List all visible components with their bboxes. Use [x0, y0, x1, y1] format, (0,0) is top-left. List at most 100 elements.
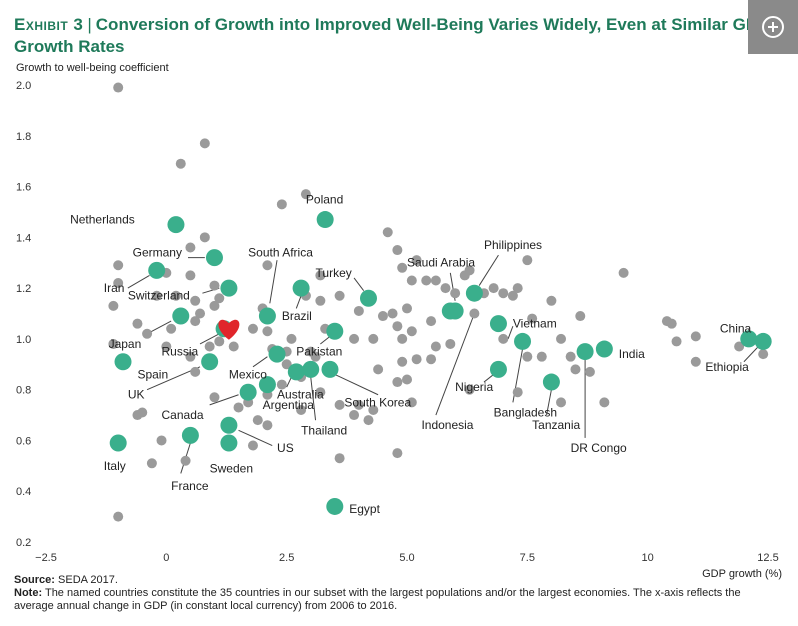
named-point-ethiopia [754, 332, 772, 350]
y-tick-label: 0.8 [16, 385, 31, 397]
country-point [368, 404, 379, 415]
country-point [300, 189, 311, 200]
country-point [353, 399, 364, 410]
leader-line [334, 373, 379, 396]
label-australia: Australia [277, 388, 324, 402]
country-point [469, 308, 480, 319]
country-point [199, 138, 210, 149]
footer: Source: SEDA 2017. Note: The named count… [14, 574, 774, 613]
country-point [426, 316, 437, 327]
country-point [440, 283, 451, 294]
x-tick-label: 7.5 [520, 552, 535, 564]
country-point [382, 227, 393, 238]
label-turkey: Turkey [316, 266, 352, 280]
label-mexico: Mexico [229, 367, 267, 381]
country-point [349, 410, 360, 421]
y-tick-label: 1.2 [16, 283, 31, 295]
country-point [565, 351, 576, 362]
label-philippines: Philippines [484, 238, 542, 252]
country-point [445, 338, 456, 349]
country-point [599, 397, 610, 408]
label-sweden: Sweden [210, 461, 253, 475]
label-bangladesh: Bangladesh [494, 406, 557, 420]
country-point [387, 308, 398, 319]
country-point [108, 300, 119, 311]
note-text: The named countries constitute the 35 co… [14, 587, 741, 612]
label-saudi-arabia: Saudi Arabia [407, 256, 475, 270]
country-point [252, 415, 263, 426]
named-point-turkey [359, 289, 377, 307]
title-line-1: Exhibit 3 | Conversion of Growth into Impr… [14, 14, 754, 36]
country-point [334, 453, 345, 464]
country-point [512, 387, 523, 398]
country-point [190, 366, 201, 377]
country-point [161, 341, 172, 352]
y-axis-label: Growth to well-being coefficient [16, 62, 169, 74]
country-point [296, 404, 307, 415]
label-italy: Italy [104, 459, 126, 473]
named-point-mexico [268, 345, 286, 363]
country-point [758, 349, 769, 360]
leader-line [507, 326, 514, 340]
country-point [464, 265, 475, 276]
country-point [498, 288, 509, 299]
named-point-egypt [326, 497, 344, 515]
country-point [262, 260, 273, 271]
country-point [464, 384, 475, 395]
country-point [199, 232, 210, 243]
country-point [132, 410, 143, 421]
country-point [175, 158, 186, 169]
label-dr-congo: DR Congo [571, 441, 627, 455]
leader-line [295, 295, 302, 309]
country-point [334, 290, 345, 301]
y-tick-label: 1.0 [16, 334, 31, 346]
country-point [185, 242, 196, 253]
label-uk: UK [128, 388, 145, 402]
country-point [349, 333, 360, 344]
country-point [618, 267, 629, 278]
country-point [498, 333, 509, 344]
source-line: Source: SEDA 2017. [14, 574, 774, 587]
country-point [262, 326, 273, 337]
country-point [373, 364, 384, 375]
country-point [546, 295, 557, 306]
named-point-thailand [302, 360, 320, 378]
country-point [536, 351, 547, 362]
y-tick-label: 0.2 [16, 537, 31, 549]
named-point-italy [109, 434, 127, 452]
title-line-2: Growth Rates [14, 37, 125, 56]
country-point [527, 313, 538, 324]
leader-line [127, 274, 150, 289]
label-tanzania: Tanzania [532, 418, 580, 432]
leader-line [238, 429, 273, 446]
country-point [392, 245, 403, 256]
label-japan: Japan [109, 337, 142, 351]
country-point [262, 420, 273, 431]
country-point [488, 283, 499, 294]
country-point [392, 377, 403, 388]
label-brazil: Brazil [282, 309, 312, 323]
country-point [666, 318, 677, 329]
country-point [397, 356, 408, 367]
label-canada: Canada [162, 408, 204, 422]
named-point-brazil [292, 279, 310, 297]
country-point [397, 333, 408, 344]
x-tick-label: 10 [642, 552, 654, 564]
country-point [353, 305, 364, 316]
named-point-poland [316, 211, 334, 229]
expand-button[interactable] [748, 0, 798, 54]
country-point [185, 270, 196, 281]
named-point-us [220, 416, 238, 434]
country-point [397, 262, 408, 273]
highlight-marker [218, 319, 240, 340]
country-point [209, 280, 220, 291]
named-point-south-africa [258, 307, 276, 325]
named-point-pakistan [326, 322, 344, 340]
leader-line [320, 335, 331, 345]
note-label: Note: [14, 587, 43, 599]
leader-lines [127, 254, 759, 474]
country-point [570, 364, 581, 375]
country-point [522, 255, 533, 266]
country-point [166, 323, 177, 334]
